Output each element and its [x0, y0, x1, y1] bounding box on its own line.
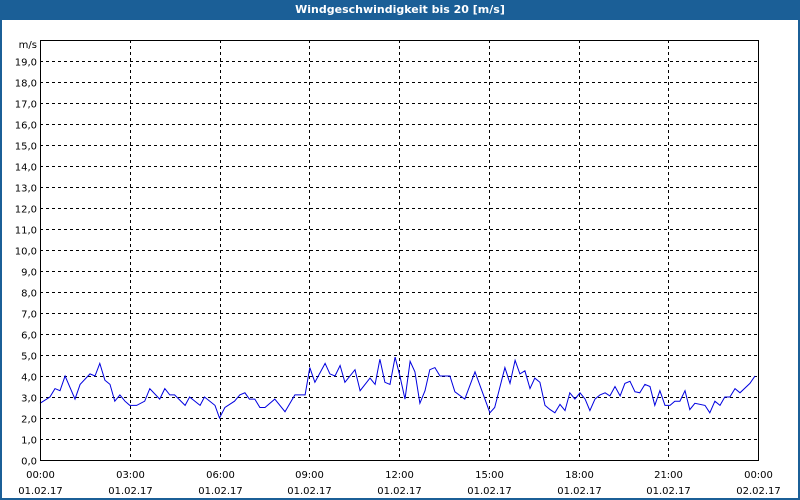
x-tick-date: 01.02.17	[198, 486, 243, 497]
y-tick-label: 4,0	[21, 373, 37, 384]
x-tick-time: 15:00	[475, 470, 504, 481]
y-tick-label: 6,0	[21, 331, 37, 342]
x-tick-time: 21:00	[654, 470, 683, 481]
y-tick-label: 7,0	[21, 310, 37, 321]
x-tick-date: 01.02.17	[646, 486, 691, 497]
x-tick-date: 01.02.17	[557, 486, 602, 497]
y-axis-unit-label: m/s	[19, 40, 37, 51]
x-tick-time: 12:00	[385, 470, 414, 481]
x-tick-date: 01.02.17	[377, 486, 422, 497]
y-tick-label: 5,0	[21, 352, 37, 363]
y-tick-label: 17,0	[15, 100, 37, 111]
y-tick-label: 18,0	[15, 79, 37, 90]
y-tick-label: 9,0	[21, 268, 37, 279]
plot-area-frame	[40, 40, 759, 461]
y-tick-label: 3,0	[21, 394, 37, 405]
y-tick-label: 11,0	[15, 226, 37, 237]
y-tick-label: 16,0	[15, 121, 37, 132]
x-tick-time: 00:00	[744, 470, 773, 481]
x-tick-date: 01.02.17	[287, 486, 332, 497]
y-tick-label: 10,0	[15, 247, 37, 258]
x-tick-date: 01.02.17	[108, 486, 153, 497]
x-tick-date: 01.02.17	[467, 486, 512, 497]
y-tick-label: 8,0	[21, 289, 37, 300]
x-tick-time: 09:00	[295, 470, 324, 481]
y-tick-label: 2,0	[21, 415, 37, 426]
y-tick-label: 1,0	[21, 436, 37, 447]
y-tick-label: 15,0	[15, 142, 37, 153]
x-tick-date: 01.02.17	[18, 486, 63, 497]
y-tick-label: 19,0	[15, 58, 37, 69]
y-tick-label: 0,0	[21, 457, 37, 468]
window-title: Windgeschwindigkeit bis 20 [m/s]	[0, 0, 800, 20]
x-tick-time: 00:00	[26, 470, 55, 481]
x-tick-time: 06:00	[206, 470, 235, 481]
series-line-wind-speed	[39, 356, 756, 420]
y-tick-label: 14,0	[15, 163, 37, 174]
x-tick-date: 02.02.17	[736, 486, 781, 497]
y-tick-label: 12,0	[15, 205, 37, 216]
x-tick-time: 18:00	[565, 470, 594, 481]
y-tick-label: 13,0	[15, 184, 37, 195]
x-tick-time: 03:00	[116, 470, 145, 481]
